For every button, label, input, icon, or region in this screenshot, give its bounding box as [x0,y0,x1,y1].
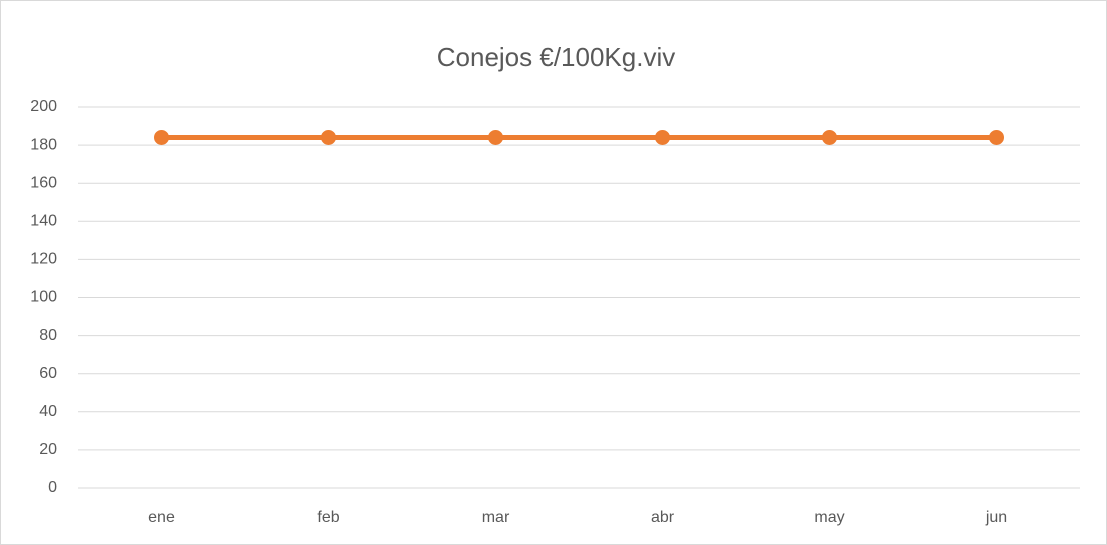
y-tick-label: 180 [30,136,57,153]
marker [989,129,1004,145]
marker [154,129,169,145]
marker [822,129,837,145]
y-tick-label: 60 [39,365,57,382]
marker [321,129,336,145]
y-tick-label: 40 [39,403,57,420]
y-tick-label: 140 [30,213,57,230]
marker [488,129,503,145]
y-tick-label: 120 [30,251,57,268]
y-tick-label: 80 [39,327,57,344]
y-tick-label: 160 [30,174,57,191]
x-tick-label: ene [148,509,175,526]
y-tick-label: 0 [48,479,57,496]
y-tick-label: 20 [39,441,57,458]
x-tick-label: abr [651,509,675,526]
x-tick-label: jun [985,509,1007,526]
y-tick-label: 100 [30,289,57,306]
x-tick-label: may [814,509,844,526]
x-tick-label: mar [482,509,510,526]
y-tick-label: 200 [30,98,57,115]
x-tick-label: feb [317,509,339,526]
marker [655,129,670,145]
chart-title: Conejos €/100Kg.viv [437,42,675,72]
